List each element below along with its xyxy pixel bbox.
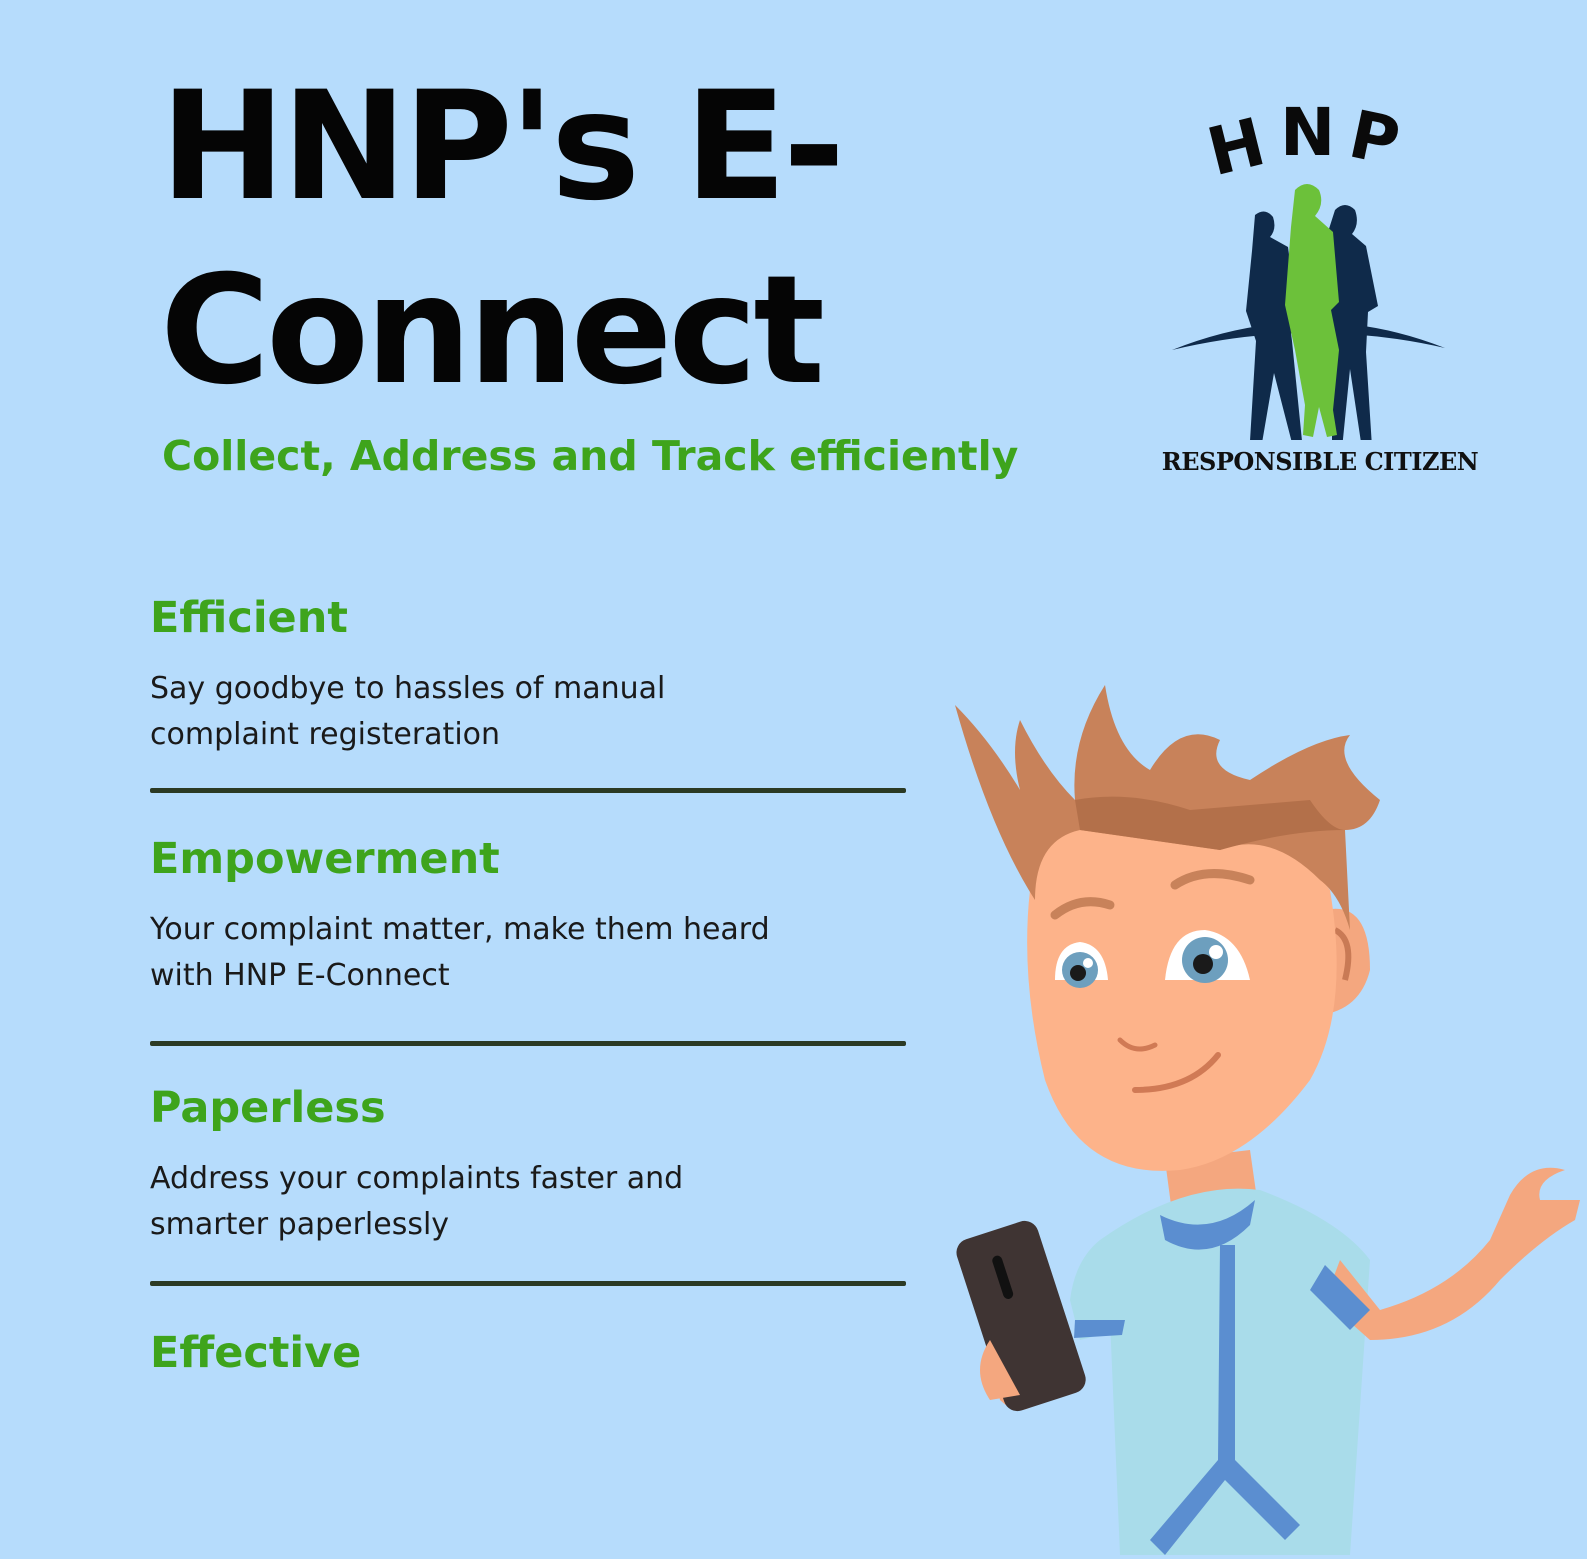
face — [1027, 816, 1337, 1171]
logo-letter-n: N — [1280, 95, 1335, 171]
feature-empowerment: Empowerment Your complaint matter, make … — [150, 833, 910, 999]
hnp-logo: H N P RESPONSIBLE CITIZEN — [1160, 95, 1490, 495]
feature-divider — [150, 788, 906, 793]
page-title: HNP's E-Connect — [160, 60, 845, 418]
feature-heading: Empowerment — [150, 834, 500, 884]
boy-with-phone-illustration — [950, 680, 1580, 1559]
logo-center-figure — [1285, 184, 1339, 437]
raised-hand — [1325, 1167, 1580, 1340]
feature-description: Address your complaints faster and smart… — [150, 1161, 684, 1242]
feature-heading: Efficient — [150, 593, 348, 643]
feature-description: Say goodbye to hassles of manual complai… — [150, 671, 666, 752]
logo-letter-p: P — [1343, 96, 1406, 181]
feature-heading: Paperless — [150, 1083, 386, 1133]
feature-paperless: Paperless Address your complaints faster… — [150, 1082, 910, 1248]
logo-caption: RESPONSIBLE CITIZEN — [1161, 447, 1479, 476]
feature-divider — [150, 1041, 906, 1046]
feature-description: Your complaint matter, make them heard w… — [150, 912, 770, 993]
phone-icon — [956, 1220, 1086, 1412]
feature-effective: Effective — [150, 1327, 910, 1379]
boy-with-phone-icon — [955, 685, 1580, 1555]
hnp-logo-icon: H N P — [1172, 95, 1445, 440]
logo-letter-h: H — [1200, 103, 1272, 191]
page-subtitle: Collect, Address and Track efficiently — [162, 432, 1019, 480]
feature-heading: Effective — [150, 1328, 362, 1378]
feature-efficient: Efficient Say goodbye to hassles of manu… — [150, 592, 910, 758]
logo-arc — [1172, 321, 1445, 350]
smile — [1132, 1052, 1221, 1093]
feature-divider — [150, 1281, 906, 1286]
